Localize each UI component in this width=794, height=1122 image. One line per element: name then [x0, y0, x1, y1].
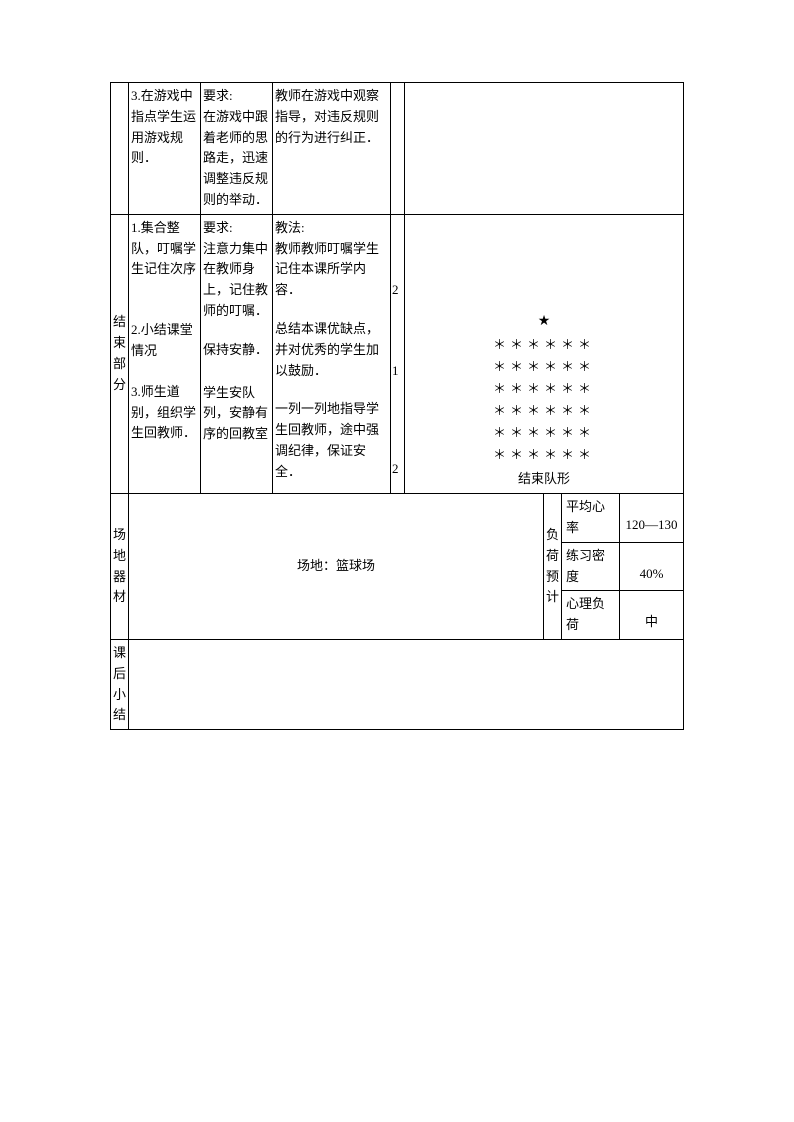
table-row: 结束部分 1.集合整队，叮嘱学生记住次序 2.小结课堂情况 3.师生道别，组织学…	[111, 214, 684, 493]
table-row: 3.在游戏中指点学生运用游戏规则． 要求:在游戏中跟着老师的思路走，迅速调整违反…	[111, 83, 684, 215]
text: 120—130	[626, 517, 678, 532]
cell-activity: 3.在游戏中指点学生运用游戏规则．	[129, 83, 201, 215]
formation-caption: 结束队形	[407, 468, 681, 490]
metric-value: 40%	[620, 542, 684, 591]
item: 总结本课优缺点，并对优秀的学生加以鼓励．	[275, 319, 388, 381]
formation-row: ＊＊＊＊＊＊	[407, 334, 681, 356]
venue-text: 场地：篮球场	[297, 558, 375, 573]
text: 心理负荷	[566, 596, 605, 632]
formation-row: ＊＊＊＊＊＊	[407, 422, 681, 444]
metric-label: 平均心率	[562, 494, 620, 543]
item: 学生安队列，安静有序的回教室	[203, 383, 270, 445]
cell-method: 教法:教师教师叮嘱学生记住本课所学内容． 总结本课优缺点，并对优秀的学生加以鼓励…	[273, 214, 391, 493]
cell-diagram-empty	[405, 83, 684, 215]
num: 2	[392, 280, 403, 301]
item: 教法:教师教师叮嘱学生记住本课所学内容．	[275, 218, 388, 301]
load-label: 负荷预计	[544, 494, 562, 640]
lesson-plan-table: 3.在游戏中指点学生运用游戏规则． 要求:在游戏中跟着老师的思路走，迅速调整违反…	[110, 82, 684, 730]
item: 要求:注意力集中在教师身上，记住教师的叮嘱．	[203, 218, 270, 322]
cell-requirement: 要求:在游戏中跟着老师的思路走，迅速调整违反规则的举动．	[201, 83, 273, 215]
section-label-empty	[111, 83, 129, 215]
text: 练习密度	[566, 548, 605, 584]
metric-label: 练习密度	[562, 542, 620, 591]
metric-label: 心理负荷	[562, 591, 620, 640]
text: 3.在游戏中指点学生运用游戏规则．	[131, 88, 196, 165]
metric-value: 中	[620, 591, 684, 640]
cell-num	[391, 83, 405, 215]
cell-num: 2 1 2	[391, 214, 405, 493]
item: 1.集合整队，叮嘱学生记住次序	[131, 218, 198, 280]
num: 1	[392, 361, 403, 382]
item: 保持安静．	[203, 340, 270, 361]
table-row: 场地器材 场地：篮球场 负荷预计 平均心率 120—130	[111, 494, 684, 543]
cell-requirement: 要求:注意力集中在教师身上，记住教师的叮嘱． 保持安静． 学生安队列，安静有序的…	[201, 214, 273, 493]
formation-row: ＊＊＊＊＊＊	[407, 400, 681, 422]
text: 平均心率	[566, 499, 605, 535]
teacher-star-icon: ★	[407, 310, 681, 334]
venue-label: 场地器材	[111, 494, 129, 640]
section-label-end: 结束部分	[111, 214, 129, 493]
text: 40%	[640, 566, 664, 581]
label: 课后小结	[113, 645, 126, 722]
item: 一列一列地指导学生回教师，途中强调纪律，保证安全．	[275, 399, 388, 482]
text: 中	[645, 614, 658, 629]
num: 2	[392, 459, 403, 480]
formation-row: ＊＊＊＊＊＊	[407, 444, 681, 466]
venue-cell: 场地：篮球场	[129, 494, 544, 640]
item: 3.师生道别，组织学生回教师．	[131, 382, 198, 444]
label: 负荷预计	[546, 527, 559, 604]
item: 2.小结课堂情况	[131, 320, 198, 362]
notes-label: 课后小结	[111, 640, 129, 730]
notes-cell	[129, 640, 684, 730]
table-row: 课后小结	[111, 640, 684, 730]
text: 教师在游戏中观察指导，对违反规则的行为进行纠正．	[275, 88, 379, 145]
label: 结束部分	[113, 314, 126, 391]
cell-method: 教师在游戏中观察指导，对违反规则的行为进行纠正．	[273, 83, 391, 215]
cell-activity: 1.集合整队，叮嘱学生记住次序 2.小结课堂情况 3.师生道别，组织学生回教师．	[129, 214, 201, 493]
metric-value: 120—130	[620, 494, 684, 543]
formation-row: ＊＊＊＊＊＊	[407, 378, 681, 400]
text: 要求:在游戏中跟着老师的思路走，迅速调整违反规则的举动．	[203, 88, 268, 207]
formation-row: ＊＊＊＊＊＊	[407, 356, 681, 378]
cell-diagram: ★ ＊＊＊＊＊＊ ＊＊＊＊＊＊ ＊＊＊＊＊＊ ＊＊＊＊＊＊ ＊＊＊＊＊＊ ＊＊＊…	[405, 214, 684, 493]
label: 场地器材	[113, 527, 126, 604]
